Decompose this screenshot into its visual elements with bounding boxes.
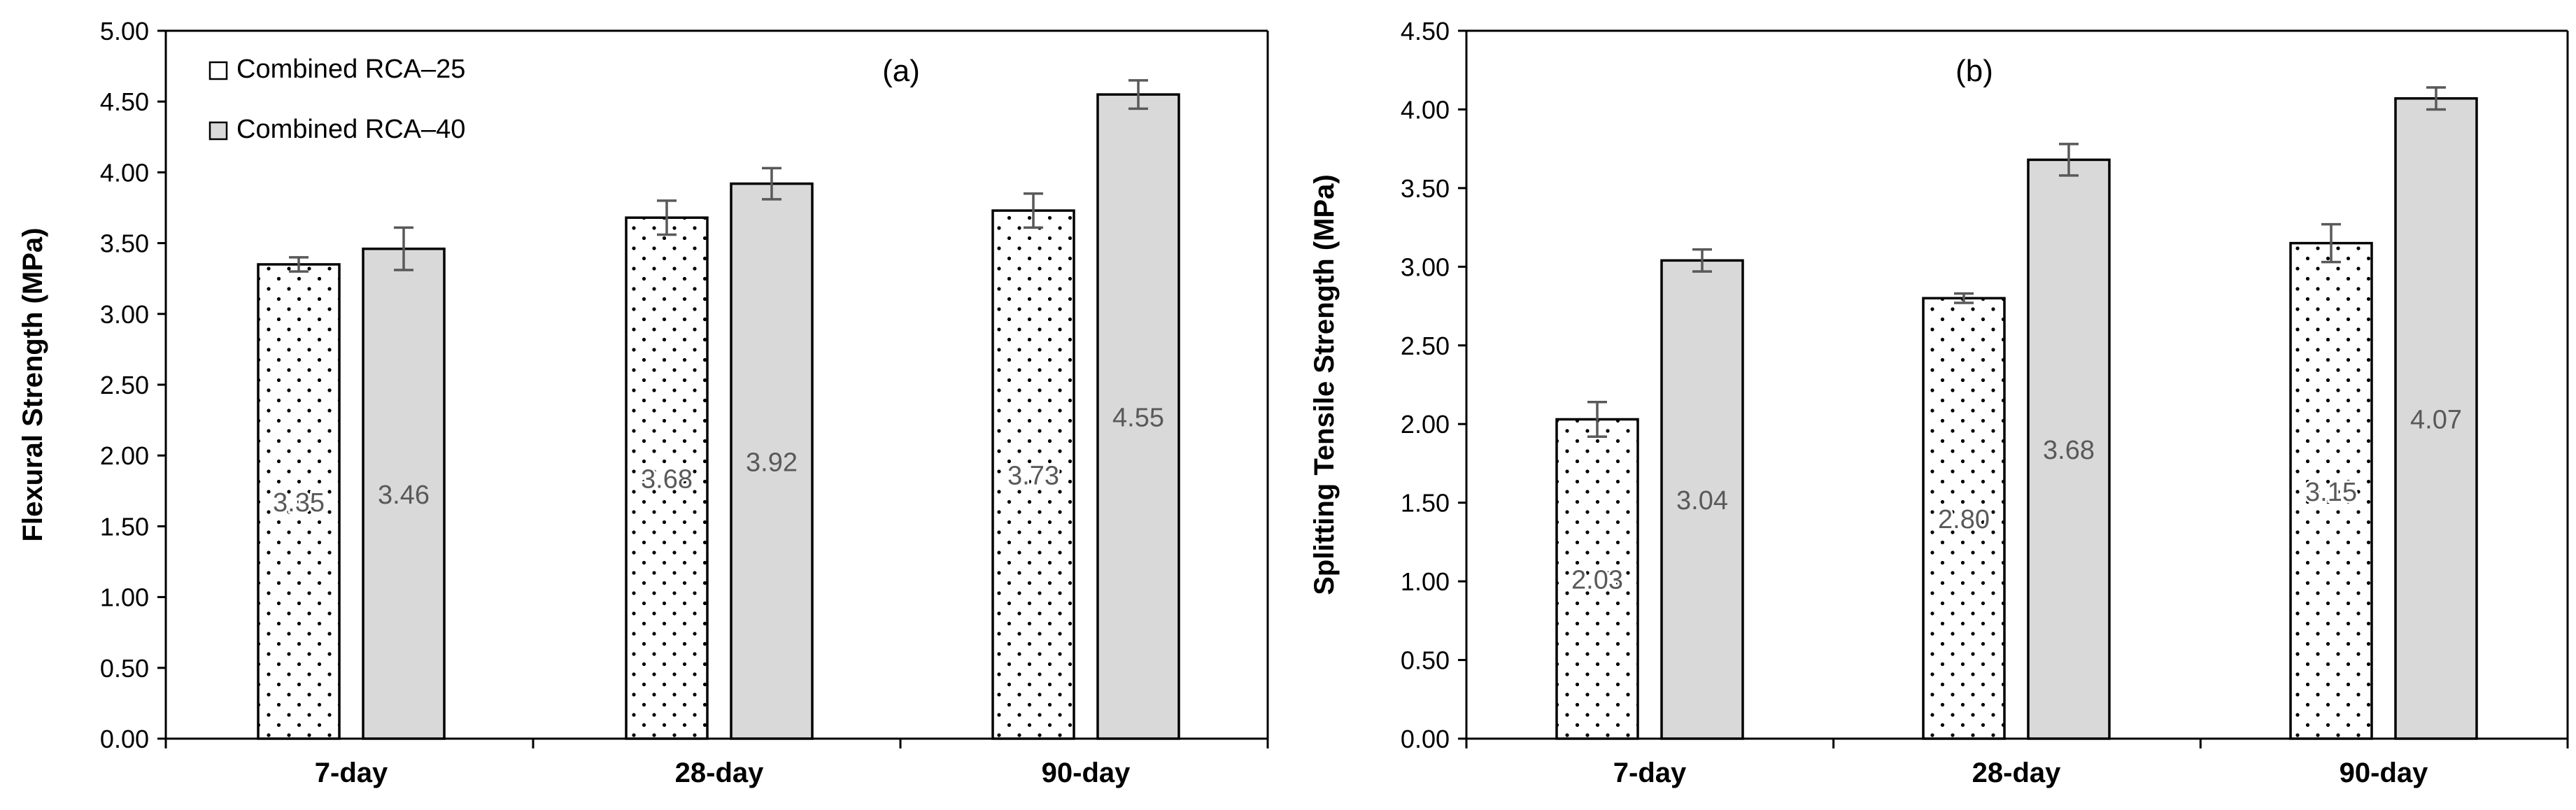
- data-label: 3.35: [273, 488, 325, 518]
- error-bar: [2321, 222, 2341, 264]
- error-bar: [1128, 79, 1148, 111]
- error-bar: [1692, 248, 1712, 273]
- data-label: 3.68: [641, 465, 693, 495]
- data-label: 4.07: [2410, 405, 2462, 434]
- y-tick-label: 3.50: [100, 229, 149, 258]
- bar-rca40-28-day: [730, 182, 814, 740]
- data-label: 2.03: [1571, 566, 1623, 595]
- y-tick-label: 1.50: [1401, 489, 1450, 518]
- y-tick-label: 0.00: [100, 725, 149, 753]
- y-tick-label: 0.00: [1401, 725, 1450, 753]
- x-tick-label: 90-day: [2340, 758, 2428, 788]
- error-bar: [1024, 192, 1043, 229]
- y-tick-label: 1.50: [100, 512, 149, 541]
- y-axis-title: Flexural Strength (MPa): [17, 228, 48, 542]
- panel-tag: (a): [882, 54, 920, 88]
- legend-entry-2: Combined RCA–40: [236, 115, 465, 144]
- bar-rca40-28-day: [2027, 158, 2111, 740]
- y-tick-label: 4.00: [100, 158, 149, 187]
- chart-panel-2: 0.00 0.50 1.00 1.50 2.00 2.50 3.00 3.50 4.00 4.50…: [1309, 17, 2569, 788]
- y-tick-label: 0.50: [1401, 646, 1450, 675]
- x-tick-label: 7-day: [1613, 758, 1687, 788]
- y-tick-label: 2.50: [100, 371, 149, 399]
- y-tick-label: 2.00: [1401, 410, 1450, 439]
- data-label: 3.92: [746, 448, 798, 477]
- legend: Combined RCA–25 Combined RCA–40: [208, 55, 465, 144]
- x-tick-label: 28-day: [675, 758, 764, 788]
- y-tick-label: 4.00: [1401, 95, 1450, 124]
- data-label: 3.68: [2043, 436, 2095, 465]
- panel-tag: (b): [1955, 54, 1993, 88]
- y-tick-label: 4.50: [1401, 17, 1450, 45]
- y-tick-label: 1.00: [1401, 567, 1450, 596]
- y-tick-label: 2.50: [1401, 332, 1450, 360]
- y-tick-label: 1.00: [100, 583, 149, 612]
- y-tick-label: 3.00: [100, 300, 149, 329]
- bar-rca40-90-day: [1096, 93, 1180, 740]
- data-label: 3.15: [2305, 478, 2357, 507]
- y-tick-label: 3.50: [1401, 174, 1450, 203]
- bar-rca25-7-day: [257, 263, 341, 740]
- error-bar: [762, 166, 781, 201]
- y-tick-label: 0.50: [100, 654, 149, 683]
- data-label: 3.46: [378, 481, 430, 510]
- error-bar: [2426, 86, 2446, 111]
- y-tick-label: 2.00: [100, 441, 149, 470]
- y-tick-label: 4.50: [100, 87, 149, 116]
- data-label: 3.73: [1007, 462, 1059, 491]
- bar-rca40-7-day: [362, 247, 446, 740]
- error-bar: [657, 199, 677, 236]
- legend-swatch-1: [208, 61, 228, 80]
- bar-rca40-7-day: [1660, 259, 1744, 740]
- error-bar: [394, 226, 413, 271]
- error-bar: [289, 256, 309, 273]
- error-bar: [2059, 143, 2079, 177]
- x-tick-label: 90-day: [1042, 758, 1131, 788]
- data-label: 3.04: [1676, 486, 1728, 516]
- y-axis-title: Splitting Tensile Strength (MPa): [1309, 174, 1340, 595]
- error-bar: [1587, 400, 1607, 438]
- chart-panel-1: 0.00 0.50 1.00 1.50 2.00 2.50 3.00 3.50 4.00 4.50…: [17, 17, 1269, 788]
- data-label: 2.80: [1938, 505, 1990, 534]
- legend-swatch-2: [208, 121, 228, 141]
- y-tick-label: 3.00: [1401, 253, 1450, 281]
- data-label: 4.55: [1112, 404, 1164, 433]
- x-tick-label: 28-day: [1972, 758, 2061, 788]
- x-tick-label: 7-day: [315, 758, 388, 788]
- legend-entry-1: Combined RCA–25: [236, 55, 465, 84]
- y-tick-label: 5.00: [100, 17, 149, 45]
- error-bar: [1954, 292, 1974, 304]
- bar-rca25-90-day: [991, 209, 1075, 740]
- bar-rca25-28-day: [625, 216, 709, 740]
